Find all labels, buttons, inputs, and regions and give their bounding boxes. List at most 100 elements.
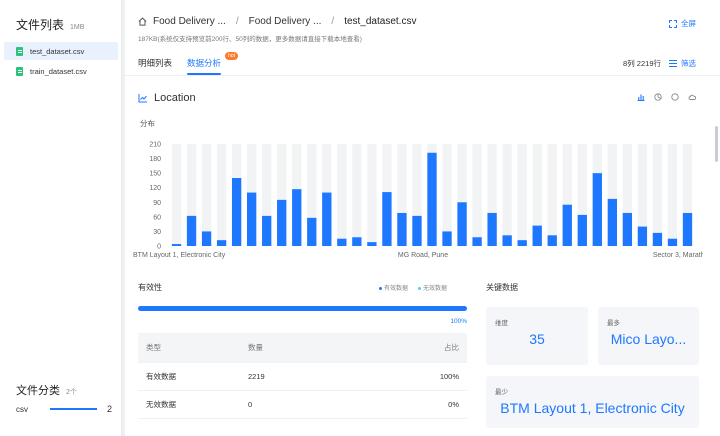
file-list-title: 文件列表 (16, 18, 65, 32)
file-meta: 187KB(系统仅支持预览前200行、50列的数据，更多数据请直接下载本地查看) (138, 36, 362, 43)
bar (427, 152, 437, 246)
bar (412, 215, 422, 246)
bar-chart-icon[interactable] (637, 93, 645, 101)
bar-background (277, 144, 287, 246)
key-card-dimension: 维度 35 (486, 307, 588, 365)
category-title: 文件分类 (16, 385, 60, 397)
bar-background (457, 144, 467, 246)
csv-file-icon (16, 46, 23, 56)
validity-table: 类型 数量 占比 有效数据 2219 100% 无效数据 0 0% (138, 333, 467, 419)
main-panel: Food Delivery ... / Food Delivery ... / … (125, 0, 720, 436)
bar-background (532, 144, 542, 246)
bar (442, 231, 452, 246)
bar-background (487, 144, 497, 246)
breadcrumb-current: test_dataset.csv (344, 16, 417, 27)
legend-valid: 有效数据 (379, 283, 408, 292)
bar-background (412, 144, 422, 246)
bar (292, 189, 302, 246)
distribution-label: 分布 (140, 119, 155, 128)
table-header-cell: 占比 (444, 343, 459, 352)
bar-background (562, 144, 572, 246)
bar-background (517, 144, 527, 246)
file-item-train-dataset[interactable]: train_dataset.csv (4, 62, 118, 80)
chart-type-switcher (637, 93, 696, 101)
fullscreen-button[interactable]: 全屏 (669, 18, 696, 29)
y-tick-label: 30 (153, 229, 161, 236)
y-tick-label: 60 (153, 214, 161, 221)
cloud-icon[interactable] (688, 93, 696, 101)
y-tick-label: 180 (149, 156, 161, 163)
bar-background (337, 144, 347, 246)
dimensions-text: 8列 2219行 (623, 59, 661, 68)
bar (547, 235, 557, 246)
bar (562, 204, 572, 246)
bar-background (547, 144, 557, 246)
bar (322, 192, 332, 246)
y-tick-label: 90 (153, 200, 161, 207)
key-card-value: Mico Layo... (610, 331, 687, 347)
breadcrumb-separator: / (331, 16, 335, 27)
validity-legend: 有效数据 无效数据 (379, 283, 447, 292)
bar-background (171, 144, 182, 246)
breadcrumb-item[interactable]: Food Delivery ... (153, 16, 226, 27)
tab-label: 数据分析 (187, 58, 222, 68)
bar (577, 214, 587, 246)
bar (487, 212, 497, 246)
breadcrumb-item[interactable]: Food Delivery ... (248, 16, 322, 27)
bar (667, 238, 678, 246)
key-card-label: 维度 (495, 320, 508, 327)
bar (337, 238, 347, 246)
scrollbar[interactable] (715, 126, 718, 162)
bar-background (262, 144, 272, 246)
key-card-value: BTM Layout 1, Electronic City (500, 400, 685, 416)
bar (652, 232, 663, 246)
table-cell: 0% (448, 400, 459, 409)
bar (201, 231, 212, 246)
home-icon[interactable] (138, 17, 147, 26)
category-label: csv (16, 404, 28, 414)
legend-invalid: 无效数据 (418, 283, 447, 292)
key-card-label: 最多 (607, 320, 620, 327)
circle-icon[interactable] (671, 93, 679, 101)
tab-data-analysis[interactable]: 数据分析 hot (187, 52, 239, 75)
file-name: test_dataset.csv (30, 46, 85, 56)
bar (262, 215, 272, 246)
category-row-csv[interactable]: csv 2 (16, 404, 112, 414)
bar-background (652, 144, 663, 246)
bar (367, 242, 377, 246)
y-tick-label: 120 (149, 185, 161, 192)
y-tick-label: 0 (157, 244, 161, 251)
tabs-divider (125, 75, 720, 76)
table-cell: 100% (439, 372, 459, 381)
bar (352, 237, 362, 246)
bar-background (307, 144, 317, 246)
table-cell: 0 (248, 400, 253, 409)
filter-button[interactable]: 筛选 (669, 58, 696, 69)
hot-badge: hot (225, 52, 239, 60)
bar (277, 199, 287, 246)
validity-title: 有效性 (138, 283, 162, 292)
bar (397, 212, 407, 246)
csv-file-icon (16, 66, 23, 76)
bar (682, 212, 693, 246)
table-cell: 无效数据 (146, 400, 176, 409)
table-header-cell: 类型 (146, 343, 161, 352)
bar (502, 235, 512, 246)
bar (622, 212, 633, 246)
file-item-test-dataset[interactable]: test_dataset.csv (4, 42, 118, 60)
key-card-most: 最多 Mico Layo... (598, 307, 699, 365)
bar-background (637, 144, 648, 246)
x-tick-label: BTM Layout 1, Electronic City (133, 252, 226, 259)
category-bar (50, 408, 97, 410)
category-header: 文件分类 2个 (16, 382, 77, 398)
tab-detail-list[interactable]: 明细列表 (138, 57, 172, 75)
key-card-value: 35 (529, 331, 545, 347)
y-tick-label: 210 (149, 142, 161, 149)
bar-background (577, 144, 587, 246)
bar (472, 237, 482, 246)
table-summary: 8列 2219行 筛选 (623, 58, 696, 69)
category-file-count: 2 (106, 404, 112, 414)
legend-valid-label: 有效数据 (384, 286, 409, 292)
key-data-title: 关键数据 (486, 283, 518, 292)
pie-chart-icon[interactable] (654, 93, 662, 101)
